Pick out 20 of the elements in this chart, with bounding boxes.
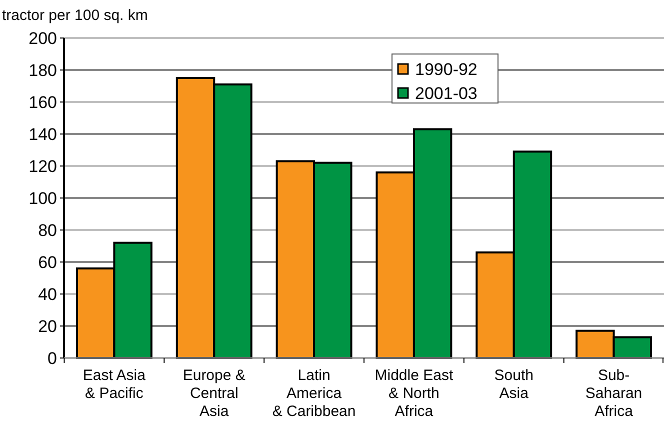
y-tick-label: 100: [28, 188, 57, 208]
y-tick-label: 140: [28, 124, 57, 144]
x-tick-label: Sub- Saharan Africa: [585, 367, 642, 420]
x-tick-label: East Asia & Pacific: [82, 367, 146, 402]
y-tick-label: 80: [38, 220, 57, 240]
x-tick-label: South Asia: [494, 367, 534, 402]
y-tick-label: 180: [28, 60, 57, 80]
y-tick-label: 40: [38, 284, 57, 304]
y-tick-label: 60: [38, 252, 57, 272]
x-tick-label: Middle East & North Africa: [374, 367, 454, 420]
y-tick-label: 160: [28, 92, 57, 112]
y-tick-label: 200: [28, 28, 57, 48]
x-tick-label: Latin America & Caribbean: [272, 367, 356, 420]
x-tick-label: Europe & Central Asia: [182, 367, 246, 420]
y-tick-label: 20: [38, 316, 57, 336]
y-tick-label: 120: [28, 156, 57, 176]
y-axis-title: tractor per 100 sq. km: [2, 7, 148, 24]
legend-label: 1990-92: [415, 60, 478, 79]
y-tick-label: 0: [48, 348, 57, 368]
legend-label: 2001-03: [415, 84, 478, 103]
